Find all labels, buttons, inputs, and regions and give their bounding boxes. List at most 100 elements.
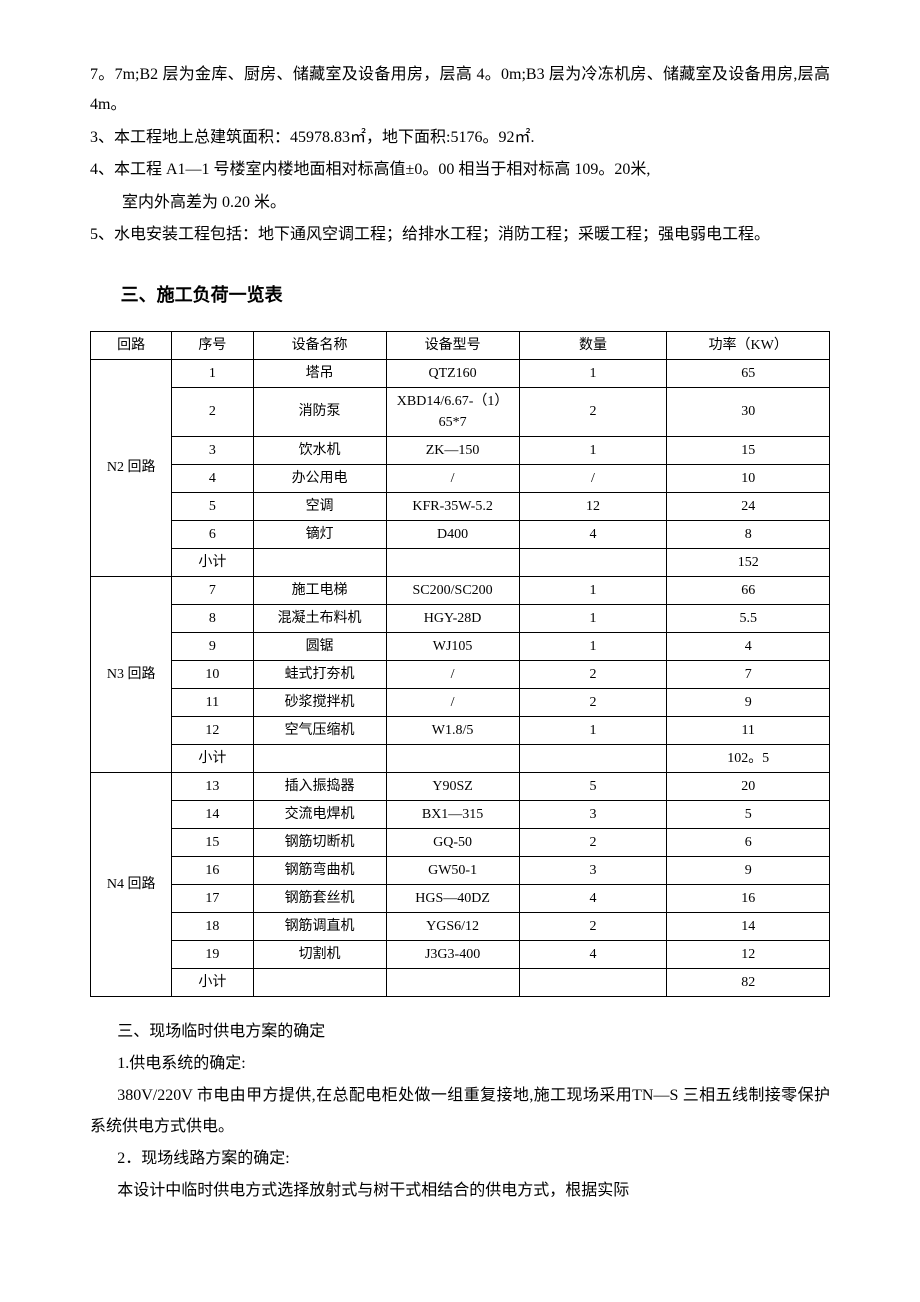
intro-p5: 5、水电安装工程包括：地下通风空调工程；给排水工程；消防工程；采暖工程；强电弱电… [90, 220, 830, 250]
cell-name: 切割机 [253, 940, 386, 968]
cell-model: / [386, 464, 519, 492]
cell-seq: 2 [172, 387, 253, 436]
cell-power: 65 [667, 359, 830, 387]
cell-qty: 4 [519, 520, 667, 548]
th-name: 设备名称 [253, 331, 386, 359]
cell-name: 办公用电 [253, 464, 386, 492]
cell-model: / [386, 688, 519, 716]
cell-seq: 4 [172, 464, 253, 492]
cell-seq: 18 [172, 912, 253, 940]
cell-qty: 2 [519, 660, 667, 688]
cell-power: 24 [667, 492, 830, 520]
cell-seq: 5 [172, 492, 253, 520]
cell-qty: / [519, 464, 667, 492]
cell-qty: 1 [519, 576, 667, 604]
cell-seq: 14 [172, 800, 253, 828]
cell-seq: 15 [172, 828, 253, 856]
cell-qty: 2 [519, 828, 667, 856]
cell-seq: 小计 [172, 548, 253, 576]
table-row: 14交流电焊机BX1—31535 [91, 800, 830, 828]
cell-model: GQ-50 [386, 828, 519, 856]
table-row: N3 回路7施工电梯SC200/SC200166 [91, 576, 830, 604]
cell-model: GW50-1 [386, 856, 519, 884]
cell-name [253, 968, 386, 996]
cell-name: 交流电焊机 [253, 800, 386, 828]
cell-model [386, 548, 519, 576]
cell-power: 12 [667, 940, 830, 968]
cell-model: HGY-28D [386, 604, 519, 632]
cell-seq: 17 [172, 884, 253, 912]
table-row: 15钢筋切断机GQ-5026 [91, 828, 830, 856]
cell-power: 152 [667, 548, 830, 576]
cell-model: WJ105 [386, 632, 519, 660]
cell-power: 5.5 [667, 604, 830, 632]
cell-name: 蛙式打夯机 [253, 660, 386, 688]
cell-name: 消防泵 [253, 387, 386, 436]
cell-power: 6 [667, 828, 830, 856]
cell-name: 混凝土布料机 [253, 604, 386, 632]
post-p1: 三、现场临时供电方案的确定 [90, 1017, 830, 1047]
intro-p2: 3、本工程地上总建筑面积：45978.83㎡，地下面积:5176。92㎡. [90, 123, 830, 153]
cell-name: 钢筋调直机 [253, 912, 386, 940]
cell-model: SC200/SC200 [386, 576, 519, 604]
cell-seq: 11 [172, 688, 253, 716]
cell-seq: 12 [172, 716, 253, 744]
cell-qty: 4 [519, 884, 667, 912]
cell-model: QTZ160 [386, 359, 519, 387]
cell-qty: 1 [519, 716, 667, 744]
table-row: 17钢筋套丝机HGS—40DZ416 [91, 884, 830, 912]
cell-seq: 13 [172, 772, 253, 800]
cell-power: 8 [667, 520, 830, 548]
table-row: 11砂浆搅拌机/29 [91, 688, 830, 716]
cell-model [386, 744, 519, 772]
cell-name: 砂浆搅拌机 [253, 688, 386, 716]
cell-seq: 小计 [172, 968, 253, 996]
th-seq: 序号 [172, 331, 253, 359]
table-row: N4 回路13插入振捣器Y90SZ520 [91, 772, 830, 800]
cell-model: / [386, 660, 519, 688]
cell-qty: 12 [519, 492, 667, 520]
cell-power: 15 [667, 436, 830, 464]
cell-qty: 2 [519, 688, 667, 716]
cell-name: 施工电梯 [253, 576, 386, 604]
cell-power: 11 [667, 716, 830, 744]
table-row: 5空调KFR-35W-5.21224 [91, 492, 830, 520]
cell-model: D400 [386, 520, 519, 548]
intro-p1: 7。7m;B2 层为金库、厨房、储藏室及设备用房，层高 4。0m;B3 层为冷冻… [90, 60, 830, 121]
th-power: 功率（KW） [667, 331, 830, 359]
table-row: 9圆锯WJ10514 [91, 632, 830, 660]
cell-qty: 2 [519, 387, 667, 436]
table-row: N2 回路1塔吊QTZ160165 [91, 359, 830, 387]
post-p3: 380V/220V 市电由甲方提供,在总配电柜处做一组重复接地,施工现场采用TN… [90, 1081, 830, 1142]
cell-model: KFR-35W-5.2 [386, 492, 519, 520]
cell-qty [519, 548, 667, 576]
cell-qty: 3 [519, 800, 667, 828]
cell-power: 102。5 [667, 744, 830, 772]
cell-seq: 6 [172, 520, 253, 548]
cell-seq: 8 [172, 604, 253, 632]
cell-model: XBD14/6.67-（1）65*7 [386, 387, 519, 436]
cell-qty: 1 [519, 604, 667, 632]
cell-seq: 小计 [172, 744, 253, 772]
cell-qty: 1 [519, 436, 667, 464]
cell-name: 钢筋弯曲机 [253, 856, 386, 884]
post-p5: 本设计中临时供电方式选择放射式与树干式相结合的供电方式，根据实际 [90, 1176, 830, 1206]
cell-model: W1.8/5 [386, 716, 519, 744]
cell-power: 5 [667, 800, 830, 828]
table-row: 2消防泵XBD14/6.67-（1）65*7230 [91, 387, 830, 436]
table-row: 10蛙式打夯机/27 [91, 660, 830, 688]
cell-seq: 19 [172, 940, 253, 968]
cell-power: 30 [667, 387, 830, 436]
cell-circuit: N4 回路 [91, 772, 172, 996]
cell-power: 16 [667, 884, 830, 912]
cell-name: 空气压缩机 [253, 716, 386, 744]
cell-qty: 1 [519, 359, 667, 387]
cell-model: J3G3-400 [386, 940, 519, 968]
table-subtotal-row: 小计82 [91, 968, 830, 996]
cell-power: 66 [667, 576, 830, 604]
cell-power: 7 [667, 660, 830, 688]
cell-power: 9 [667, 856, 830, 884]
load-table: 回路 序号 设备名称 设备型号 数量 功率（KW） N2 回路1塔吊QTZ160… [90, 331, 830, 997]
cell-qty: 3 [519, 856, 667, 884]
cell-name: 钢筋套丝机 [253, 884, 386, 912]
